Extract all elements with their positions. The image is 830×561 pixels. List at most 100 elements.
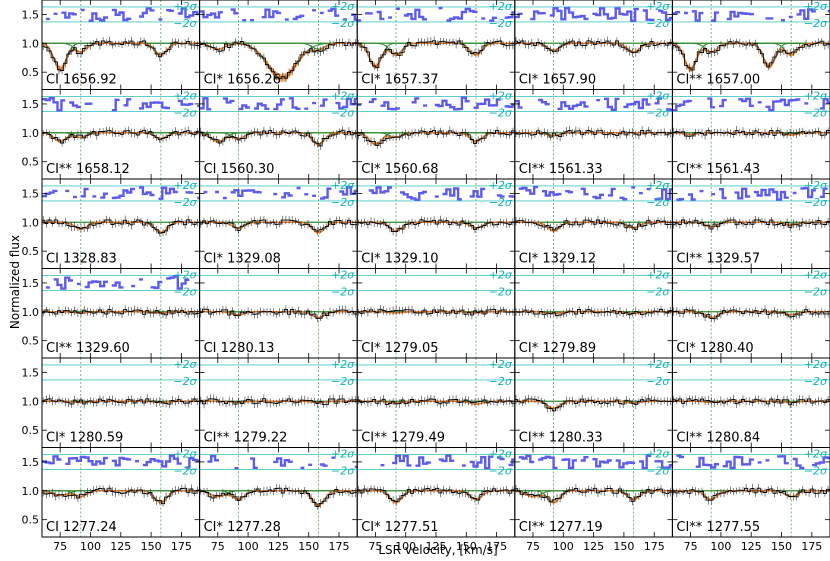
panel-plot-area [42, 0, 200, 90]
panel: +2σ −2σ CI* 1277.51 [356, 447, 516, 538]
y-tick-label: 1.5 [22, 277, 40, 290]
component-profile [357, 42, 515, 67]
panel: +2σ −2σ CI** 1279.49 [356, 357, 516, 448]
minus-2sigma-label: −2σ [173, 106, 197, 119]
minus-2sigma-label: −2σ [331, 17, 355, 30]
residual-steps [672, 8, 830, 22]
y-tick-label: 1.0 [22, 216, 40, 229]
panel-plot-area [42, 447, 200, 537]
data-spectrum [42, 219, 200, 234]
data-spectrum [357, 398, 515, 405]
panel-plot-area [199, 0, 358, 90]
panel: +2σ −2σ CI** 1658.12 [41, 89, 201, 180]
data-spectrum [199, 487, 357, 507]
minus-2sigma-label: −2σ [173, 375, 197, 388]
panel-plot-area [42, 268, 200, 358]
panel-plot-area [357, 268, 515, 358]
y-tick-label: 0.5 [22, 424, 40, 437]
x-tick-label: 175 [801, 540, 822, 553]
minus-2sigma-label: −2σ [804, 464, 828, 477]
data-error-bars [358, 484, 514, 506]
panel-plot-area [514, 0, 673, 90]
panel-plot-area [199, 268, 358, 358]
panel-label: CI* 1329.10 [361, 252, 438, 267]
data-spectrum [514, 40, 672, 53]
x-tick-label: 150 [771, 540, 792, 553]
panel: +2σ −2σ CI* 1560.68 [356, 89, 516, 180]
x-tick-label: 75 [684, 540, 698, 553]
panel-plot-area [514, 447, 673, 537]
y-tick-label: 1.0 [22, 37, 40, 50]
minus-2sigma-label: −2σ [804, 17, 828, 30]
plus-2sigma-label: +2σ [646, 89, 670, 102]
panel-label: CI** 1561.33 [519, 162, 603, 177]
x-tick-label: 100 [238, 540, 259, 553]
panel-label: CI** 1658.12 [46, 162, 130, 177]
panel-label: CI* 1280.59 [46, 431, 123, 446]
panel-plot-area [672, 447, 830, 537]
model-uncertainty-band [199, 43, 358, 83]
panel-plot-area [672, 89, 830, 179]
minus-2sigma-label: −2σ [489, 464, 513, 477]
plus-2sigma-label: +2σ [489, 268, 513, 281]
x-tick-label: 150 [298, 540, 319, 553]
residual-steps [672, 97, 830, 112]
plus-2sigma-label: +2σ [331, 0, 355, 13]
y-tick-label: 1.5 [22, 366, 40, 379]
plus-2sigma-label: +2σ [804, 89, 828, 102]
plus-2sigma-label: +2σ [173, 268, 197, 281]
panel-label: CI** 1277.55 [676, 520, 760, 535]
minus-2sigma-label: −2σ [173, 285, 197, 298]
data-spectrum [514, 398, 672, 412]
panel-plot-area [357, 447, 515, 537]
plus-2sigma-label: +2σ [173, 0, 197, 13]
data-spectrum [672, 487, 830, 501]
y-tick-label: 1.5 [22, 187, 40, 200]
plus-2sigma-label: +2σ [331, 179, 355, 192]
minus-2sigma-label: −2σ [646, 285, 670, 298]
x-tick-label: 175 [644, 540, 665, 553]
data-spectrum [42, 308, 200, 316]
data-spectrum [199, 41, 357, 80]
plus-2sigma-label: +2σ [646, 447, 670, 460]
data-spectrum [672, 40, 830, 71]
plus-2sigma-label: +2σ [804, 179, 828, 192]
panel: +2σ −2σ CI* 1279.05 [356, 268, 516, 359]
panel-plot-area [357, 0, 515, 90]
x-tick-label: 100 [710, 540, 731, 553]
panel-plot-area [42, 89, 200, 179]
x-tick-label: 150 [456, 540, 477, 553]
model-uncertainty-band [357, 132, 515, 146]
panel-label: CI 1328.83 [46, 252, 117, 267]
x-tick-label: 175 [329, 540, 350, 553]
y-tick-label: 0.5 [22, 156, 40, 169]
minus-2sigma-label: −2σ [489, 375, 513, 388]
plus-2sigma-label: +2σ [804, 447, 828, 460]
y-tick-label: 0.5 [22, 66, 40, 79]
data-spectrum [672, 398, 830, 406]
plus-2sigma-label: +2σ [804, 268, 828, 281]
minus-2sigma-label: −2σ [646, 17, 670, 30]
model-line [42, 42, 200, 71]
panel-plot-area [672, 268, 830, 358]
residual-steps [42, 97, 200, 112]
plus-2sigma-label: +2σ [489, 0, 513, 13]
residual-steps [676, 454, 830, 470]
panel-plot-area [357, 179, 515, 269]
component-profile [42, 42, 200, 70]
panel: +2σ −2σ CI 1280.13 [199, 268, 358, 359]
panel: +2σ −2σ CI 1656.92 [41, 0, 201, 90]
plus-2sigma-label: +2σ [173, 179, 197, 192]
y-tick-label: 0.5 [22, 514, 40, 527]
plus-2sigma-label: +2σ [331, 89, 355, 102]
panel: +2σ −2σ CI** 1277.19 [514, 447, 673, 538]
y-tick-label: 0.5 [22, 335, 40, 348]
x-tick-label: 175 [486, 540, 507, 553]
plus-2sigma-label: +2σ [804, 358, 828, 371]
panel: +2σ −2σ CI** 1279.22 [199, 357, 358, 448]
panel-label: CI** 1277.19 [519, 520, 603, 535]
residual-steps [357, 6, 515, 22]
x-tick-label: 75 [368, 540, 382, 553]
panel-plot-area [672, 0, 830, 90]
plus-2sigma-label: +2σ [646, 179, 670, 192]
